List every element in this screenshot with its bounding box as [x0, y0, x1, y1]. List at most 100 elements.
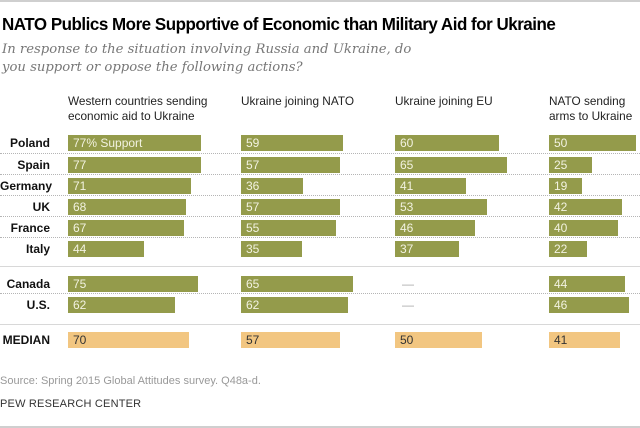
bar-value-label: 55 — [246, 221, 260, 235]
column-header-line: arms to Ukraine — [549, 109, 633, 123]
source-note: Source: Spring 2015 Global Attitudes sur… — [0, 375, 261, 387]
bar-value-label: 37 — [400, 242, 414, 256]
top-rule — [0, 0, 640, 2]
bar — [549, 220, 618, 236]
bar — [395, 157, 507, 173]
bar — [68, 241, 144, 257]
group-divider — [0, 324, 640, 325]
bar-value-label: 70 — [73, 333, 87, 347]
column-header-line: Ukraine joining NATO — [241, 94, 354, 108]
row-label: MEDIAN — [2, 333, 50, 347]
bar — [549, 276, 625, 292]
missing-value: — — [402, 298, 414, 312]
bar-value-label: 36 — [246, 179, 260, 193]
column-header-line: Western countries sending — [68, 94, 208, 108]
bar-value-label: 40 — [554, 221, 568, 235]
bar-value-label: 46 — [554, 298, 568, 312]
row-divider — [0, 174, 640, 175]
bar-value-label: 59 — [246, 136, 260, 150]
bar — [241, 276, 353, 292]
bar-value-label: 77 — [73, 158, 87, 172]
row-divider — [0, 293, 640, 294]
column-header: Ukraine joining NATO — [241, 94, 354, 109]
missing-value: — — [402, 277, 414, 291]
bottom-rule — [0, 426, 640, 428]
row-divider — [0, 216, 640, 217]
bar — [549, 241, 587, 257]
column-header: Western countries sending economic aid to… — [68, 94, 207, 124]
bar — [68, 276, 198, 292]
bar-value-label: 44 — [73, 242, 87, 256]
bar — [68, 297, 175, 313]
bar — [241, 297, 348, 313]
bar-value-label: 53 — [400, 200, 414, 214]
row-divider — [0, 153, 640, 154]
bar — [241, 199, 340, 215]
bar — [68, 135, 201, 151]
bar — [549, 297, 629, 313]
column-header-line: Ukraine joining EU — [395, 94, 493, 108]
credit-line: PEW RESEARCH CENTER — [0, 398, 142, 410]
bar — [241, 178, 303, 194]
bar — [241, 220, 336, 236]
bar-value-label: 62 — [246, 298, 260, 312]
row-label: U.S. — [26, 298, 50, 312]
bar-value-label: 67 — [73, 221, 87, 235]
bar-value-label: 57 — [246, 200, 260, 214]
bar — [395, 178, 466, 194]
bar — [241, 135, 343, 151]
bar-value-label: 57 — [246, 333, 260, 347]
bar-value-label: 41 — [554, 333, 568, 347]
bar-value-label: 60 — [400, 136, 414, 150]
bar — [395, 220, 475, 236]
bar-value-label: 68 — [73, 200, 87, 214]
bar-value-label: 41 — [400, 179, 414, 193]
bar-value-label: 71 — [73, 179, 87, 193]
bar — [395, 135, 499, 151]
chart-subtitle: In response to the situation involving R… — [2, 42, 412, 75]
row-divider — [0, 237, 640, 238]
bar — [241, 241, 302, 257]
bar-value-label: 65 — [400, 158, 414, 172]
bar-value-label: 44 — [554, 277, 568, 291]
bar — [549, 157, 592, 173]
bar — [241, 157, 340, 173]
bar-value-label: 75 — [73, 277, 87, 291]
bar — [549, 178, 582, 194]
bar — [549, 199, 622, 215]
bar-value-label: 46 — [400, 221, 414, 235]
column-header-line: economic aid to Ukraine — [68, 109, 195, 123]
row-label: Germany — [0, 179, 53, 193]
bar-value-label: 77% Support — [73, 136, 143, 150]
bar — [68, 220, 184, 236]
bar — [68, 199, 186, 215]
row-label: Poland — [9, 136, 50, 150]
column-header-line: NATO sending — [549, 94, 626, 108]
row-label: France — [10, 221, 50, 235]
column-header: Ukraine joining EU — [395, 94, 493, 109]
bar-value-label: 19 — [554, 179, 568, 193]
column-header: NATO sending arms to Ukraine — [549, 94, 632, 124]
bar-value-label: 57 — [246, 158, 260, 172]
row-label: Italy — [25, 242, 50, 256]
bar — [549, 135, 636, 151]
bar-value-label: 62 — [73, 298, 87, 312]
bar-value-label: 42 — [554, 200, 568, 214]
row-label: Spain — [17, 158, 50, 172]
median-bar — [549, 332, 620, 348]
bar-value-label: 25 — [554, 158, 568, 172]
bar — [395, 199, 487, 215]
chart-title: NATO Publics More Supportive of Economic… — [2, 14, 556, 34]
bar-value-label: 50 — [400, 333, 414, 347]
bar — [68, 178, 191, 194]
bar-value-label: 50 — [554, 136, 568, 150]
bar — [395, 241, 459, 257]
bar-value-label: 35 — [246, 242, 260, 256]
row-divider — [0, 195, 640, 196]
median-bar — [395, 332, 482, 348]
group-divider — [0, 266, 640, 267]
row-label: Canada — [6, 277, 50, 291]
bar — [68, 157, 201, 173]
median-bar — [241, 332, 340, 348]
median-bar — [68, 332, 189, 348]
